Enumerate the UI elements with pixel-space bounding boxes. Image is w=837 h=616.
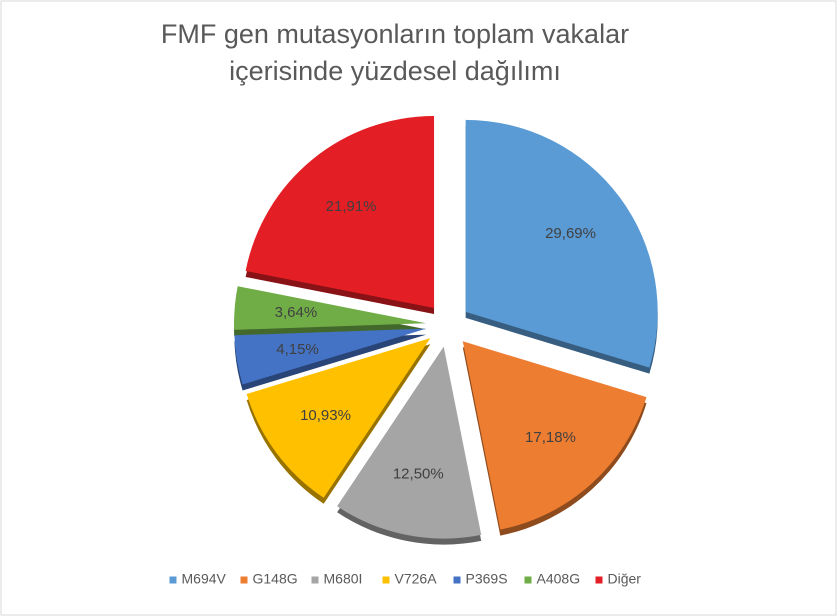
slice (245, 116, 435, 309)
legend-swatch (240, 576, 248, 584)
legend-swatch (595, 576, 603, 584)
data-label: 12,50% (393, 466, 444, 483)
legend-label: P369S (466, 571, 508, 587)
slice (465, 119, 658, 368)
slice (246, 338, 431, 498)
legend-swatch (524, 576, 532, 584)
legend-swatch (382, 576, 390, 584)
data-label: 17,18% (525, 429, 576, 446)
data-label: 3,64% (275, 304, 318, 321)
slice (234, 286, 427, 330)
chart-title: FMF gen mutasyonların toplam vakalar (161, 19, 629, 49)
legend-label: G148G (253, 571, 298, 587)
data-label: 10,93% (300, 407, 351, 424)
chart-title: içerisinde yüzdesel dağılımı (229, 56, 561, 86)
data-label: 4,15% (276, 341, 319, 358)
legend-label: A408G (537, 571, 581, 587)
legend-label: M680I (324, 571, 363, 587)
legend-swatch (453, 576, 461, 584)
legend-swatch (169, 576, 177, 584)
legend-swatch (311, 576, 319, 584)
legend-label: Diğer (608, 571, 642, 587)
legend-label: M694V (182, 571, 227, 587)
slice (234, 328, 427, 385)
data-label: 21,91% (326, 198, 377, 215)
data-label: 29,69% (545, 225, 596, 242)
legend-label: V726A (395, 571, 438, 587)
slice (337, 346, 482, 539)
slice (462, 341, 647, 530)
